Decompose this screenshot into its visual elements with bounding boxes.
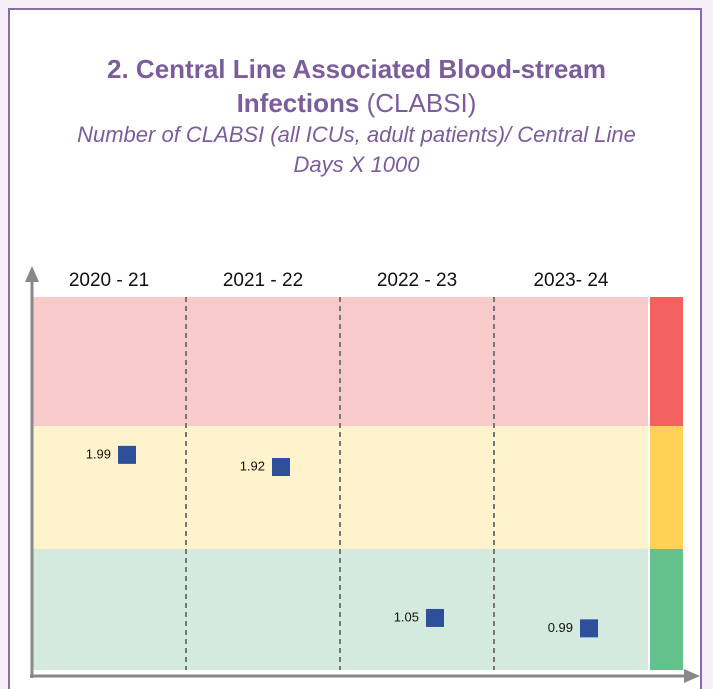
point xyxy=(580,619,598,638)
value-label: 1.05 xyxy=(394,609,419,624)
value-label: 1.92 xyxy=(240,458,265,473)
value-label: 0.99 xyxy=(548,620,573,635)
value-label: 1.99 xyxy=(86,446,111,461)
x-arrow xyxy=(684,669,700,683)
x-tick-label: 2023- 24 xyxy=(533,270,608,291)
title-bold: 2. Central Line Associated Blood-stream … xyxy=(107,54,606,118)
title-suffix: (CLABSI) xyxy=(366,88,477,118)
point xyxy=(272,458,290,477)
subtitle: Number of CLABSI (all ICUs, adult patien… xyxy=(77,122,636,177)
x-tick-label: 2022 - 23 xyxy=(377,270,457,291)
header: 2. Central Line Associated Blood-stream … xyxy=(0,52,713,180)
x-tick-label: 2020 - 21 xyxy=(69,270,149,291)
green-strip xyxy=(650,549,683,670)
point xyxy=(118,445,136,464)
y-arrow xyxy=(25,266,39,282)
red-strip xyxy=(650,297,683,426)
title: 2. Central Line Associated Blood-stream … xyxy=(62,52,652,120)
point xyxy=(426,608,444,627)
x-tick-label: 2021 - 22 xyxy=(223,270,303,291)
yellow-strip xyxy=(650,426,683,549)
